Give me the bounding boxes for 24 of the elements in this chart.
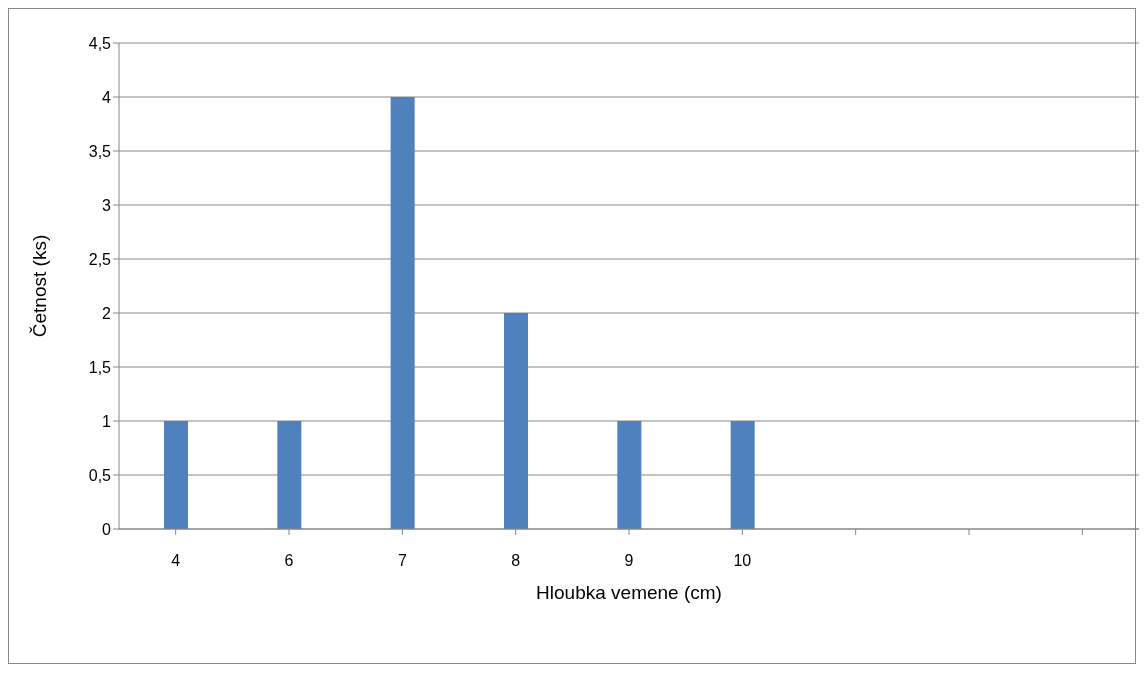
- y-tick-label: 1,5: [88, 358, 112, 376]
- y-tick-label: 2,5: [88, 250, 112, 268]
- y-tick-label: 4,5: [88, 34, 112, 52]
- x-tick-label: 8: [511, 552, 521, 570]
- y-tick-label: 0,5: [88, 466, 112, 484]
- y-tick-label: 3,5: [88, 142, 112, 160]
- y-tick-label: 4: [102, 88, 112, 106]
- bar: [504, 313, 528, 529]
- bar: [730, 421, 755, 529]
- y-tick-label: 2: [102, 304, 112, 322]
- x-tick-label: 7: [397, 552, 407, 570]
- bar: [277, 421, 302, 529]
- x-tick-label: 6: [284, 552, 294, 570]
- bar: [164, 421, 188, 529]
- bar: [390, 97, 415, 529]
- y-tick-label: 3: [102, 196, 112, 214]
- y-tick-label: 0: [102, 520, 112, 538]
- x-axis-title: Hloubka vemene (cm): [536, 582, 722, 603]
- y-axis-title: Četnost (ks): [28, 234, 50, 338]
- x-tick-label: 10: [733, 552, 752, 570]
- x-tick-label: 9: [624, 552, 634, 570]
- bar: [617, 421, 642, 529]
- x-tick-label: 4: [171, 552, 181, 570]
- y-tick-label: 1: [102, 412, 112, 430]
